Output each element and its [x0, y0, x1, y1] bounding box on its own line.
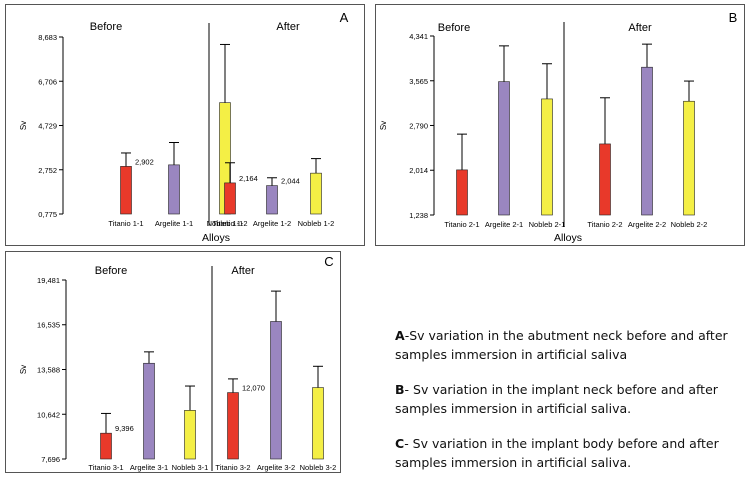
x-axis-title: Alloys	[554, 232, 582, 244]
y-tick-label: 4,341	[409, 32, 428, 41]
category-label: Nobleb 1-2	[298, 219, 335, 228]
category-label: Nobleb 1-1	[207, 219, 244, 228]
panel-letter: B	[729, 10, 738, 25]
bar-b-1	[456, 169, 468, 216]
y-tick-label: 3,565	[409, 77, 428, 86]
legend-a-letter: A	[395, 328, 405, 343]
bar-b-5	[641, 66, 653, 216]
y-tick-label: 16,535	[37, 321, 60, 330]
bar-a-5	[266, 185, 278, 215]
bar-c-6	[312, 387, 324, 460]
bar-a-4	[224, 182, 236, 215]
bar-b-2	[498, 81, 510, 216]
bar-a-6	[310, 172, 322, 215]
category-label: Nobleb 3-1	[172, 463, 209, 472]
y-tick-label: 1,238	[409, 211, 428, 220]
data-label: 2,044	[281, 177, 300, 186]
category-label: Argelite 1-1	[155, 219, 193, 228]
category-label: Argelite 3-2	[257, 463, 295, 472]
category-label: Nobleb 3-2	[300, 463, 337, 472]
panel-letter: C	[324, 254, 333, 269]
bar-b-3	[541, 98, 553, 216]
category-label: Nobleb 2-1	[529, 220, 566, 229]
category-label: Nobleb 2-2	[671, 220, 708, 229]
panel-letter: A	[340, 10, 349, 25]
category-label: Titanio 3-1	[88, 463, 123, 472]
legend-b-letter: B	[395, 382, 405, 397]
chart-panel-b: 4,341 3,565 2,790 2,014 1,238 Sv Before After B T…	[375, 4, 745, 246]
y-axis-title: Sv	[19, 365, 28, 374]
bar-b-4	[599, 143, 611, 216]
y-tick-label: 2,790	[409, 121, 428, 130]
category-label: Titanio 1-1	[108, 219, 143, 228]
legend-c-text: - Sv variation in the implant body befor…	[395, 436, 719, 470]
category-label: Argelite 2-1	[485, 220, 523, 229]
y-tick-label: 19,481	[37, 276, 60, 285]
y-tick-label: 0,775	[38, 210, 57, 219]
bar-c-3	[184, 410, 196, 460]
data-label: 12,070	[242, 384, 265, 393]
bar-a-1	[120, 166, 132, 215]
legend-b-text: - Sv variation in the implant neck befor…	[395, 382, 718, 416]
legend-a-text: -Sv variation in the abutment neck befor…	[395, 328, 728, 362]
category-label: Titanio 1-2	[212, 219, 247, 228]
x-axis-title: Alloys	[202, 232, 230, 244]
bar-c-1	[100, 432, 112, 460]
bar-c-4	[227, 392, 239, 460]
group-label-before: Before	[95, 265, 127, 277]
y-tick-label: 2,014	[409, 166, 428, 175]
y-tick-label: 7,696	[41, 455, 60, 464]
data-label: 2,902	[135, 157, 154, 166]
bar-a-2	[168, 164, 180, 215]
legend-c: C- Sv variation in the implant body befo…	[395, 434, 745, 472]
group-label-before: Before	[90, 21, 122, 33]
legend-b: B- Sv variation in the implant neck befo…	[395, 380, 745, 418]
legend-a: A-Sv variation in the abutment neck befo…	[395, 326, 745, 364]
figure-legend: A-Sv variation in the abutment neck befo…	[395, 326, 745, 488]
y-tick-label: 6,706	[38, 77, 57, 86]
bar-c-5	[270, 321, 282, 460]
category-label: Argelite 3-1	[130, 463, 168, 472]
category-label: Argelite 1-2	[253, 219, 291, 228]
category-label: Titanio 3-2	[215, 463, 250, 472]
bar-b-6	[683, 100, 695, 216]
data-label: 9,396	[115, 424, 134, 433]
legend-c-letter: C	[395, 436, 405, 451]
category-label: Argelite 2-2	[628, 220, 666, 229]
chart-panel-c: 19,481 16,535 13,588 10,642 7,696 Sv Before Aft…	[5, 251, 341, 473]
chart-a-svg: 8,683 6,706 4,729 2,752 0,775 Sv Before After A T…	[19, 10, 349, 244]
group-label-after: After	[231, 265, 255, 277]
y-tick-label: 10,642	[37, 410, 60, 419]
group-label-after: After	[628, 22, 652, 34]
category-label: Titanio 2-1	[444, 220, 479, 229]
data-label: 2,164	[239, 174, 258, 183]
group-label-before: Before	[438, 22, 470, 34]
chart-panel-a: 8,683 6,706 4,729 2,752 0,775 Sv Before After A T…	[5, 4, 365, 246]
y-tick-label: 8,683	[38, 33, 57, 42]
bar-c-2	[143, 362, 155, 460]
chart-b-svg: 4,341 3,565 2,790 2,014 1,238 Sv Before After B T…	[379, 10, 738, 244]
category-label: Titanio 2-2	[587, 220, 622, 229]
group-label-after: After	[276, 21, 300, 33]
y-tick-label: 4,729	[38, 122, 57, 131]
y-axis-title: Sv	[19, 121, 28, 130]
chart-c-svg: 19,481 16,535 13,588 10,642 7,696 Sv Before Aft…	[19, 254, 337, 472]
y-tick-label: 2,752	[38, 166, 57, 175]
y-tick-label: 13,588	[37, 366, 60, 375]
y-axis-title: Sv	[379, 121, 388, 130]
